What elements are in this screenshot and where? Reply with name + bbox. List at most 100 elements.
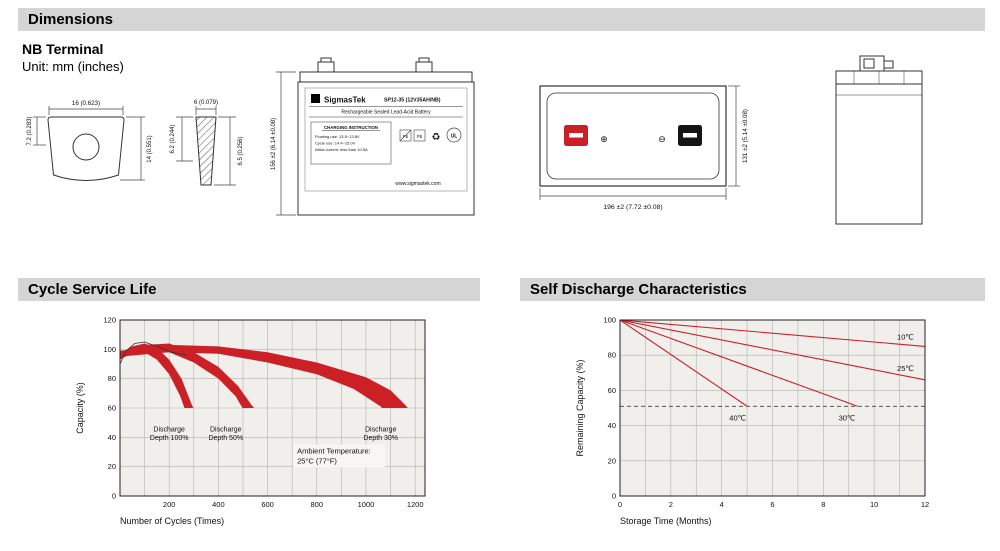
charging-line-2: Cycle use: 14.4~15.0V bbox=[315, 141, 356, 146]
terminal-height-small-dim: 7.2 (0.283) bbox=[27, 116, 33, 145]
terminal-minus-bar bbox=[683, 133, 697, 138]
circled-minus-symbol: ⊖ bbox=[658, 134, 666, 144]
side-case bbox=[835, 83, 923, 225]
y-tick-label: 0 bbox=[112, 492, 116, 501]
charging-line-3: Initial current: less than 10.5A bbox=[315, 147, 368, 152]
battery-depth-dim: 131 ±2 (5.14 ±0.08) bbox=[742, 109, 749, 163]
battery-top-view-drawing: ⊕ ⊖ 196 ±2 (7.72 ±0.08) 131 ±2 (5.14 ±0.… bbox=[539, 85, 749, 211]
section-width-dim: 6 (0.079) bbox=[194, 100, 218, 106]
y-tick-label: 80 bbox=[608, 351, 616, 360]
battery-lid bbox=[299, 71, 473, 83]
x-tick-label: 10 bbox=[870, 500, 878, 509]
band-label: Discharge Depth 100% bbox=[150, 426, 189, 442]
self-discharge-section-header: Self Discharge Characteristics bbox=[520, 278, 985, 301]
ul-icon bbox=[446, 127, 462, 143]
sigmastek-logo bbox=[311, 94, 320, 103]
dimensions-section-title: Dimensions bbox=[28, 11, 114, 28]
self-discharge-section-title: Self Discharge Characteristics bbox=[530, 281, 747, 298]
ul-icon-label: UL bbox=[451, 134, 458, 140]
y-axis-label: Capacity (%) bbox=[75, 382, 85, 434]
terminal-cross-section-drawing: 6 (0.079) 6.2 (0.244) 6.5 (0.256) bbox=[170, 100, 244, 186]
x-tick-label: 8 bbox=[821, 500, 825, 509]
envelope-curve bbox=[119, 341, 187, 365]
plot-border bbox=[119, 319, 426, 497]
temperature-label: 30℃ bbox=[839, 413, 856, 422]
band-label: Discharge Depth 30% bbox=[363, 426, 398, 442]
cycle-section-header: Cycle Service Life bbox=[18, 278, 480, 301]
x-tick-label: 1000 bbox=[358, 500, 375, 509]
y-tick-label: 120 bbox=[103, 316, 116, 325]
x-tick-label: 800 bbox=[311, 500, 324, 509]
dimensions-section-header: Dimensions bbox=[18, 8, 985, 31]
y-tick-label: 40 bbox=[108, 433, 116, 442]
pb-icon-label: Pb bbox=[403, 134, 409, 139]
terminal-section-shape bbox=[195, 116, 217, 186]
band-label: Discharge Depth 50% bbox=[208, 426, 243, 442]
terminal-front-view-drawing: 16 (0.623) 7.2 (0.283) 14 (0.551) bbox=[27, 100, 153, 181]
x-tick-label: 2 bbox=[669, 500, 673, 509]
top-view-inner-outline bbox=[546, 92, 720, 180]
nb-terminal-title: NB Terminal bbox=[22, 41, 104, 57]
x-tick-label: 1200 bbox=[407, 500, 424, 509]
charging-instruction-title: CHARGING INSTRUCTION bbox=[324, 125, 378, 130]
side-terminal-pin bbox=[883, 60, 894, 69]
x-axis-label: Storage Time (Months) bbox=[620, 516, 712, 526]
x-tick-label: 400 bbox=[212, 500, 225, 509]
y-tick-label: 80 bbox=[108, 374, 116, 383]
pb-cross-line bbox=[399, 129, 412, 142]
unit-label: Unit: mm (inches) bbox=[22, 59, 124, 74]
cycle-section-title: Cycle Service Life bbox=[28, 281, 157, 298]
charging-line-1: Floating use: 13.5~13.8V bbox=[315, 134, 360, 139]
annotation-text: Ambient Temperature: bbox=[297, 446, 371, 455]
x-tick-label: 600 bbox=[261, 500, 274, 509]
website-text: www.sigmastek.com bbox=[395, 181, 440, 187]
temperature-label: 25℃ bbox=[897, 364, 914, 373]
x-tick-label: 6 bbox=[770, 500, 774, 509]
recycle-icon: ♻ bbox=[432, 132, 441, 143]
y-tick-label: 60 bbox=[108, 404, 116, 413]
section-depth-dim: 6.5 (0.256) bbox=[238, 136, 244, 165]
model-number: SP12-35 (12V35AH/NB) bbox=[384, 98, 441, 104]
side-terminal-inner bbox=[863, 58, 875, 69]
y-tick-label: 40 bbox=[608, 421, 616, 430]
x-axis-label: Number of Cycles (Times) bbox=[120, 516, 224, 526]
temperature-label: 10℃ bbox=[897, 332, 914, 341]
annotation-bg bbox=[293, 444, 386, 468]
annotation-text: 25°C (77°F) bbox=[297, 456, 337, 465]
terminal-hole bbox=[72, 133, 100, 161]
terminal-height-full-dim: 14 (0.551) bbox=[147, 135, 153, 162]
battery-side-view-drawing bbox=[835, 55, 923, 225]
temperature-line bbox=[619, 319, 926, 381]
sigmastek-logo-glyph: Σ bbox=[313, 97, 318, 104]
terminal-minus-bar bbox=[569, 133, 583, 138]
x-tick-label: 200 bbox=[163, 500, 176, 509]
circled-plus-symbol: ⊕ bbox=[600, 134, 608, 144]
brand-name: SigmasTek bbox=[324, 96, 366, 105]
terminal-width-dim: 16 (0.623) bbox=[72, 100, 100, 107]
battery-front-view-drawing: 156 ±2 (6.14 ±0.08) Σ SigmasTek SP12-35 … bbox=[271, 57, 475, 216]
y-tick-label: 100 bbox=[103, 345, 116, 354]
temperature-line bbox=[619, 319, 748, 407]
section-bore-dim: 6.2 (0.244) bbox=[170, 124, 176, 153]
battery-width-dim: 196 ±2 (7.72 ±0.08) bbox=[603, 204, 662, 211]
self-discharge-chart: 10℃ 25℃ 30℃ 40℃ 0 2 4 6 8 10 12 0 20 40 60 80 100 Storage… bbox=[575, 316, 929, 527]
pb-icon bbox=[413, 129, 426, 142]
x-tick-label: 0 bbox=[618, 500, 622, 509]
battery-type-text: Rechargeable Sealed Lead-Acid Battery bbox=[341, 110, 431, 116]
y-tick-label: 20 bbox=[608, 456, 616, 465]
discharge-band bbox=[120, 344, 408, 408]
y-tick-label: 0 bbox=[612, 492, 616, 501]
y-tick-label: 20 bbox=[108, 462, 116, 471]
pb-icon bbox=[399, 129, 412, 142]
battery-height-dim: 156 ±2 (6.14 ±0.08) bbox=[271, 118, 277, 170]
plot-border bbox=[619, 319, 926, 497]
pb-icon-label: Pb bbox=[417, 134, 423, 139]
cycle-service-life-chart: Discharge Depth 100% Discharge Depth 50% Dis… bbox=[75, 316, 426, 526]
y-tick-label: 100 bbox=[603, 316, 616, 325]
terminal-post bbox=[317, 61, 335, 73]
charging-instruction-box bbox=[310, 121, 392, 165]
temperature-line bbox=[619, 319, 926, 347]
y-tick-label: 60 bbox=[608, 386, 616, 395]
y-axis-label: Remaining Capacity (%) bbox=[575, 359, 585, 456]
